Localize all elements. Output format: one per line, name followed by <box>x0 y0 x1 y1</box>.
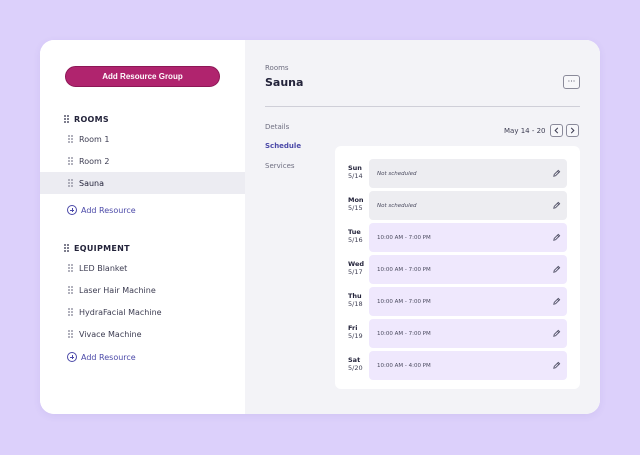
drag-handle-icon[interactable] <box>64 243 69 253</box>
tab-schedule[interactable]: Schedule <box>265 142 302 150</box>
main-panel: Rooms Sauna ··· Details Schedule Service… <box>245 40 600 414</box>
pencil-icon[interactable] <box>552 169 561 178</box>
slot-hours: 10:00 AM - 7:00 PM <box>377 298 431 305</box>
drag-handle-icon[interactable] <box>68 156 73 166</box>
sidebar-item-label: Room 1 <box>79 134 110 144</box>
day-date: 5/20 <box>348 364 363 372</box>
day-date: 5/14 <box>348 172 363 180</box>
drag-handle-icon[interactable] <box>68 285 73 295</box>
day-label: Mon 5/15 <box>348 196 364 212</box>
page-title: Sauna <box>265 76 304 89</box>
section-title-rooms: ROOMS <box>74 114 109 124</box>
sidebar-item-vivace-machine[interactable]: Vivace Machine <box>40 323 245 345</box>
sidebar: Add Resource Group ROOMS Room 1 Room 2 S… <box>40 40 245 414</box>
schedule-slot[interactable]: 10:00 AM - 7:00 PM <box>369 255 567 284</box>
schedule-row-fri: Fri 5/19 10:00 AM - 7:00 PM <box>335 319 580 348</box>
day-date: 5/15 <box>348 204 363 212</box>
prev-week-button[interactable] <box>550 124 563 137</box>
drag-handle-icon[interactable] <box>68 307 73 317</box>
next-week-button[interactable] <box>566 124 579 137</box>
schedule-row-thu: Thu 5/18 10:00 AM - 7:00 PM <box>335 287 580 316</box>
sidebar-item-label: Room 2 <box>79 156 110 166</box>
pencil-icon[interactable] <box>552 201 561 210</box>
slot-hours: Not scheduled <box>377 202 417 209</box>
sidebar-item-label: HydraFacial Machine <box>79 307 162 317</box>
day-name: Mon <box>348 196 364 204</box>
schedule-slot[interactable]: 10:00 AM - 7:00 PM <box>369 223 567 252</box>
pencil-icon[interactable] <box>552 265 561 274</box>
date-range: May 14 - 20 <box>504 127 546 135</box>
add-resource-group-button[interactable]: Add Resource Group <box>65 66 220 87</box>
day-date: 5/17 <box>348 268 363 276</box>
resource-card: Add Resource Group ROOMS Room 1 Room 2 S… <box>40 40 600 414</box>
slot-hours: 10:00 AM - 7:00 PM <box>377 330 431 337</box>
slot-hours: 10:00 AM - 7:00 PM <box>377 234 431 241</box>
sidebar-item-room-2[interactable]: Room 2 <box>40 150 245 172</box>
add-resource-rooms-button[interactable]: Add Resource <box>67 204 136 216</box>
add-resource-label: Add Resource <box>81 205 136 215</box>
plus-circle-icon <box>67 205 77 215</box>
day-name: Sat <box>348 356 361 364</box>
pencil-icon[interactable] <box>552 329 561 338</box>
sidebar-item-room-1[interactable]: Room 1 <box>40 128 245 150</box>
schedule-row-sun: Sun 5/14 Not scheduled <box>335 159 580 188</box>
schedule-slot[interactable]: 10:00 AM - 7:00 PM <box>369 319 567 348</box>
tab-services[interactable]: Services <box>265 162 295 170</box>
sidebar-item-led-blanket[interactable]: LED Blanket <box>40 257 245 279</box>
add-resource-equipment-button[interactable]: Add Resource <box>67 351 136 363</box>
tab-details[interactable]: Details <box>265 123 290 131</box>
day-date: 5/19 <box>348 332 363 340</box>
sidebar-item-label: Vivace Machine <box>79 329 142 339</box>
day-label: Wed 5/17 <box>348 260 364 276</box>
slot-hours: 10:00 AM - 7:00 PM <box>377 266 431 273</box>
section-header-rooms[interactable]: ROOMS <box>64 113 109 125</box>
sidebar-item-laser-hair-machine[interactable]: Laser Hair Machine <box>40 279 245 301</box>
breadcrumb[interactable]: Rooms <box>265 64 289 72</box>
schedule-slot[interactable]: 10:00 AM - 4:00 PM <box>369 351 567 380</box>
day-name: Wed <box>348 260 364 268</box>
schedule-row-mon: Mon 5/15 Not scheduled <box>335 191 580 220</box>
schedule-slot[interactable]: Not scheduled <box>369 191 567 220</box>
sidebar-item-sauna[interactable]: Sauna <box>40 172 245 194</box>
schedule-row-wed: Wed 5/17 10:00 AM - 7:00 PM <box>335 255 580 284</box>
header-divider <box>265 106 580 107</box>
sidebar-item-hydrafacial-machine[interactable]: HydraFacial Machine <box>40 301 245 323</box>
slot-hours: 10:00 AM - 4:00 PM <box>377 362 431 369</box>
day-name: Tue <box>348 228 361 236</box>
day-date: 5/18 <box>348 300 363 308</box>
weekly-schedule: Sun 5/14 Not scheduled Mon 5/15 Not sche… <box>335 146 580 389</box>
day-label: Tue 5/16 <box>348 228 363 244</box>
drag-handle-icon[interactable] <box>68 178 73 188</box>
schedule-slot[interactable]: 10:00 AM - 7:00 PM <box>369 287 567 316</box>
day-label: Fri 5/19 <box>348 324 363 340</box>
day-date: 5/16 <box>348 236 363 244</box>
schedule-slot[interactable]: Not scheduled <box>369 159 567 188</box>
chevron-left-icon <box>554 127 559 134</box>
pencil-icon[interactable] <box>552 297 561 306</box>
drag-handle-icon[interactable] <box>64 114 69 124</box>
slot-hours: Not scheduled <box>377 170 417 177</box>
chevron-right-icon <box>570 127 575 134</box>
drag-handle-icon[interactable] <box>68 134 73 144</box>
day-name: Fri <box>348 324 358 332</box>
sidebar-item-label: Laser Hair Machine <box>79 285 156 295</box>
plus-circle-icon <box>67 352 77 362</box>
drag-handle-icon[interactable] <box>68 329 73 339</box>
schedule-row-tue: Tue 5/16 10:00 AM - 7:00 PM <box>335 223 580 252</box>
section-header-equipment[interactable]: EQUIPMENT <box>64 242 130 254</box>
drag-handle-icon[interactable] <box>68 263 73 273</box>
add-resource-label: Add Resource <box>81 352 136 362</box>
more-options-button[interactable]: ··· <box>563 75 580 89</box>
schedule-row-sat: Sat 5/20 10:00 AM - 4:00 PM <box>335 351 580 380</box>
day-label: Thu 5/18 <box>348 292 363 308</box>
sidebar-item-label: LED Blanket <box>79 263 128 273</box>
day-label: Sun 5/14 <box>348 164 363 180</box>
pencil-icon[interactable] <box>552 361 561 370</box>
pencil-icon[interactable] <box>552 233 561 242</box>
day-name: Thu <box>348 292 362 300</box>
sidebar-item-label: Sauna <box>79 178 105 188</box>
section-title-equipment: EQUIPMENT <box>74 243 130 253</box>
day-name: Sun <box>348 164 362 172</box>
day-label: Sat 5/20 <box>348 356 363 372</box>
